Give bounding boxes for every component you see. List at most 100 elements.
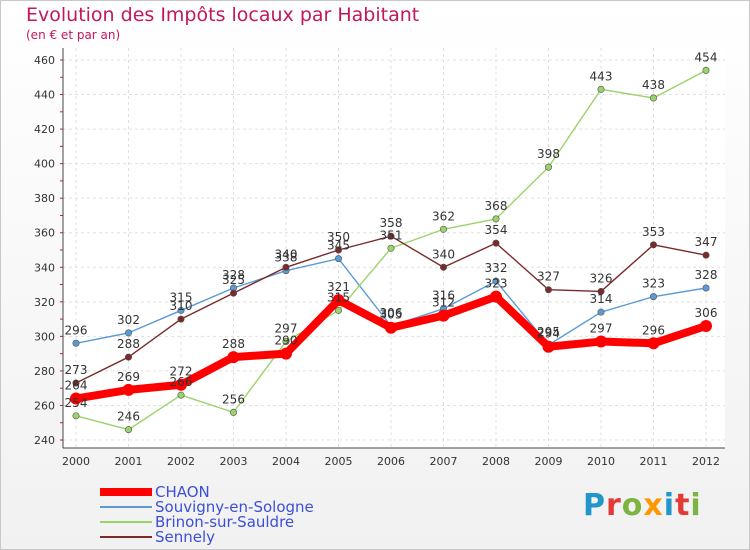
data-point	[649, 293, 657, 301]
y-tick-label: 360	[34, 227, 55, 240]
data-point	[282, 263, 290, 271]
y-tick-label: 280	[34, 365, 55, 378]
data-label: 294	[537, 327, 560, 341]
data-point	[544, 163, 552, 171]
data-label: 315	[170, 290, 193, 304]
proxiti-logo: Proxiti	[583, 488, 702, 523]
legend: CHAONSouvigny-en-SologneBrinon-sur-Sauld…	[100, 483, 314, 546]
x-tick-label: 2008	[482, 455, 510, 468]
data-label: 323	[485, 277, 508, 291]
x-tick-label: 2006	[377, 455, 405, 468]
logo-letter: i	[690, 488, 702, 523]
data-label: 297	[590, 322, 613, 336]
x-tick-label: 2007	[430, 455, 458, 468]
data-label: 310	[170, 299, 193, 313]
data-point	[597, 308, 605, 316]
legend-label: Brinon-sur-Sauldre	[155, 513, 294, 531]
data-point	[649, 241, 657, 249]
data-label: 269	[117, 370, 140, 384]
data-point	[125, 426, 133, 434]
data-point	[334, 306, 342, 314]
data-label: 340	[275, 247, 298, 261]
series-layer	[70, 66, 712, 434]
y-tick-label: 240	[34, 434, 55, 447]
data-label: 443	[590, 69, 613, 83]
x-tick-label: 2003	[220, 455, 248, 468]
data-label: 345	[327, 239, 350, 253]
data-label: 288	[117, 337, 140, 351]
data-point	[702, 284, 710, 292]
y-tick-label: 260	[34, 399, 55, 412]
data-point	[72, 339, 80, 347]
data-label: 353	[642, 225, 665, 239]
x-tick-label: 2004	[272, 455, 300, 468]
data-label: 454	[695, 50, 718, 64]
logo-letter: x	[643, 488, 664, 523]
data-label-layer: 264 269 272 288 290 321 305 312 323 294 297 296 306 2…	[65, 50, 718, 423]
x-tick-label: 2010	[587, 455, 615, 468]
chart-title: Evolution des Impôts locaux par Habitant	[26, 4, 420, 26]
data-point	[334, 246, 342, 254]
data-label: 256	[222, 392, 245, 406]
data-point	[544, 286, 552, 294]
data-label: 327	[537, 270, 560, 284]
data-label: 340	[432, 247, 455, 261]
y-tick-label: 300	[34, 330, 55, 343]
data-point	[122, 383, 135, 396]
y-tick-label: 460	[34, 54, 55, 67]
data-label: 246	[117, 410, 140, 424]
data-label: 323	[642, 277, 665, 291]
data-label: 306	[380, 306, 403, 320]
data-label: 306	[695, 306, 718, 320]
data-label: 362	[432, 209, 455, 223]
data-label: 295	[537, 325, 560, 339]
data-point	[492, 215, 500, 223]
data-label: 398	[537, 147, 560, 161]
data-label: 272	[170, 365, 193, 379]
data-label: 347	[695, 235, 718, 249]
data-label: 326	[590, 271, 613, 285]
data-label: 368	[485, 199, 508, 213]
data-point	[385, 321, 397, 334]
logo-letter: o	[621, 488, 644, 523]
data-point	[649, 94, 657, 102]
data-label: 273	[65, 363, 88, 377]
data-point	[125, 353, 133, 361]
data-point	[72, 412, 80, 420]
data-point	[492, 239, 500, 247]
legend-label: Sennely	[155, 528, 215, 546]
y-tick-label: 320	[34, 296, 55, 309]
data-label: 266	[170, 375, 193, 389]
data-label: 358	[380, 216, 403, 230]
x-tick-label: 2009	[535, 455, 563, 468]
data-point	[387, 244, 395, 252]
chart-subtitle: (en € et par an)	[26, 28, 121, 42]
data-point	[280, 347, 292, 360]
logo-letter: P	[583, 488, 606, 523]
axis-layer: 240 260 280 300 320 340 360 380 400 420 440 460 2000…	[34, 48, 725, 468]
data-point	[387, 232, 395, 240]
data-point	[490, 290, 502, 303]
data-point	[282, 338, 290, 346]
data-label: 302	[117, 313, 140, 327]
logo-letter: r	[606, 488, 622, 523]
data-label: 350	[327, 230, 350, 244]
data-label: 290	[275, 334, 298, 348]
x-tick-label: 2011	[640, 455, 668, 468]
data-point	[700, 320, 712, 332]
data-label: 254	[65, 396, 88, 410]
data-point	[334, 255, 342, 263]
y-tick-label: 380	[34, 192, 55, 205]
data-label: 338	[275, 251, 298, 265]
x-tick-label: 2012	[692, 455, 720, 468]
data-label: 305	[380, 308, 403, 322]
data-point	[702, 251, 710, 259]
data-label: 354	[485, 223, 508, 237]
y-tick-label: 440	[34, 89, 55, 102]
data-point	[542, 340, 555, 353]
data-label: 315	[327, 290, 350, 304]
data-label: 328	[695, 268, 718, 282]
data-point	[702, 66, 710, 74]
data-point	[492, 277, 500, 285]
